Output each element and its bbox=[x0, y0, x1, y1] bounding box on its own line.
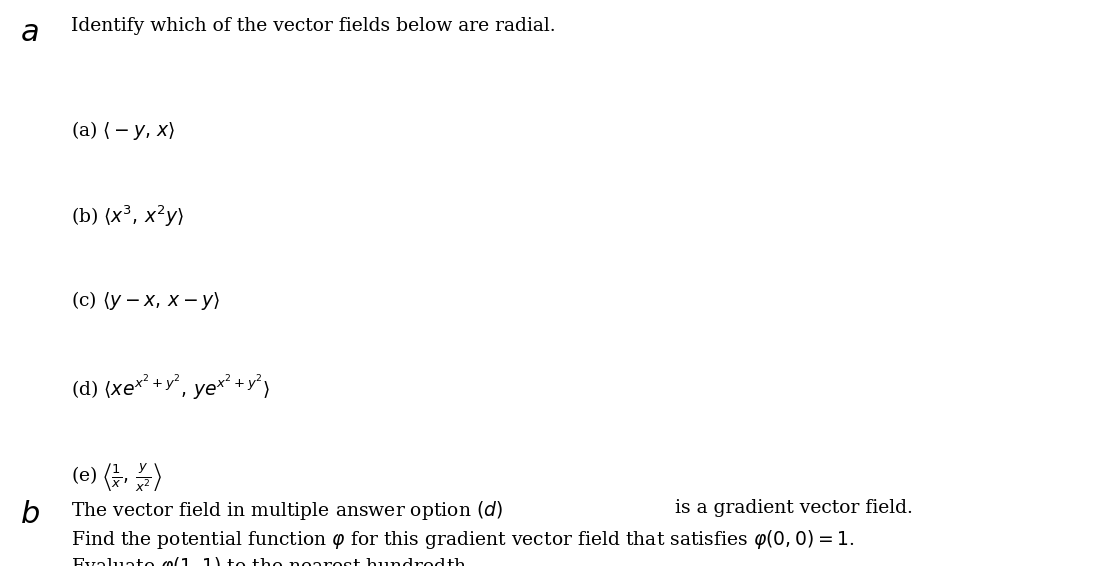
Text: $\mathbf{\mathit{a}}$: $\mathbf{\mathit{a}}$ bbox=[20, 17, 38, 48]
Text: $\mathbf{\mathit{b}}$: $\mathbf{\mathit{b}}$ bbox=[20, 499, 40, 530]
Text: (b) $\langle x^3,\, x^2 y\rangle$: (b) $\langle x^3,\, x^2 y\rangle$ bbox=[71, 204, 184, 229]
Text: (e) $\left\langle \frac{1}{x},\, \frac{y}{x^2}\right\rangle$: (e) $\left\langle \frac{1}{x},\, \frac{y… bbox=[71, 461, 163, 494]
Text: is a gradient vector field.: is a gradient vector field. bbox=[675, 499, 914, 517]
Text: (c) $\langle y - x,\, x - y\rangle$: (c) $\langle y - x,\, x - y\rangle$ bbox=[71, 289, 221, 312]
Text: Evaluate $\varphi(1, 1)$ to the nearest hundredth.: Evaluate $\varphi(1, 1)$ to the nearest … bbox=[71, 555, 472, 566]
Text: Identify which of the vector fields below are radial.: Identify which of the vector fields belo… bbox=[71, 17, 556, 35]
Text: Find the potential function $\varphi$ for this gradient vector field that satisf: Find the potential function $\varphi$ fo… bbox=[71, 528, 855, 551]
Text: (a) $\langle -y,\, x\rangle$: (a) $\langle -y,\, x\rangle$ bbox=[71, 119, 176, 142]
Text: (d) $\langle xe^{x^2+y^2},\, ye^{x^2+y^2}\rangle$: (d) $\langle xe^{x^2+y^2},\, ye^{x^2+y^2… bbox=[71, 374, 270, 402]
Text: The vector field in multiple answer option $(d)$: The vector field in multiple answer opti… bbox=[71, 499, 503, 522]
